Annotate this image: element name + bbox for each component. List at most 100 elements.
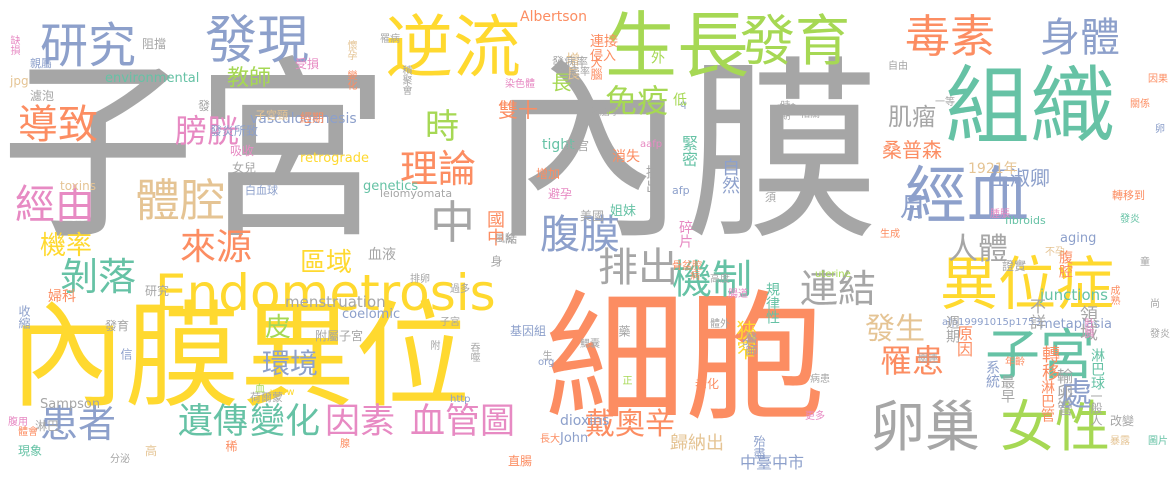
cloud-word-17-cjk: 卵巢 xyxy=(870,395,981,459)
cloud-word-182-cjk: 外 xyxy=(649,50,665,64)
cloud-word-16-cjk: 女性 xyxy=(1000,395,1111,459)
cloud-word-25-cjk: 因素 xyxy=(325,402,396,442)
cloud-word-177-cjk: 尚 xyxy=(1150,299,1160,310)
cloud-word-91-cjk: 輸卵管 xyxy=(1054,368,1073,416)
cloud-word-95-cjk: 一般人 xyxy=(1089,390,1103,426)
cloud-word-200-cjk: 腹用 xyxy=(8,417,28,428)
cloud-word-187-cjk: 身 xyxy=(489,255,503,267)
cloud-word-180-cjk: 血 xyxy=(255,384,265,395)
cloud-word-90-cjk: 淋巴球 xyxy=(1089,348,1105,390)
cloud-word-141-cjk: 因果 xyxy=(1148,74,1168,85)
cloud-word-42-cjk: 皮 xyxy=(265,313,292,343)
cloud-word-63-genetics: genetics xyxy=(363,179,419,194)
cloud-word-71-afp19991015p1753: afp19991015p1753 xyxy=(942,317,1041,328)
cloud-word-152-cjk: 大腦 xyxy=(589,56,603,80)
cloud-word-57-menstruation: menstruation xyxy=(285,293,386,311)
cloud-word-78-q: q xyxy=(680,99,687,110)
cloud-word-169-cjk: 鰓囊 xyxy=(580,339,600,350)
cloud-word-65-john: John xyxy=(560,431,589,446)
cloud-word-70-afp: afp xyxy=(672,184,690,197)
cloud-word-30-cjk: 腹膜 xyxy=(540,212,620,258)
cloud-word-106-cjk: 器官 xyxy=(565,139,590,153)
cloud-word-47-cjk: 教師 xyxy=(227,66,272,91)
cloud-word-188-cjk: 生 xyxy=(540,350,551,360)
cloud-word-1-cjk: 內膜 xyxy=(490,39,880,266)
cloud-word-160-cjk: 濾泡 xyxy=(30,89,55,103)
cloud-word-181-cjk: 長 xyxy=(548,72,572,92)
cloud-word-164-cjk: 骨盆腔 xyxy=(672,261,702,272)
cloud-word-179-cjk: 須 xyxy=(765,191,776,204)
cloud-word-28-cjk: 機制 xyxy=(672,257,752,303)
cloud-word-199-cjk: 體會 xyxy=(18,427,38,438)
cloud-word-56-retrograde: retrograde xyxy=(300,151,369,166)
cloud-word-189-cjk: 正 xyxy=(620,375,631,385)
cloud-word-99-cjk: 證實 xyxy=(1002,259,1027,273)
cloud-word-27-cjk: 排出 xyxy=(598,245,678,291)
cloud-word-184-cjk: 藥 xyxy=(617,325,631,337)
cloud-word-155-cjk: 懷孕 xyxy=(345,40,356,60)
cloud-word-3-cjk: 細胞 xyxy=(545,278,826,441)
cloud-word-102-cjk: 提出 xyxy=(644,165,660,193)
cloud-word-94-cjk: 最早 xyxy=(999,375,1015,403)
cloud-word-72-uterine: uterine xyxy=(815,269,851,280)
cloud-word-34-cjk: 免疫 xyxy=(605,82,670,120)
cloud-word-43-cjk: 區域 xyxy=(300,248,353,278)
cloud-word-127-cjk: 分泌 xyxy=(110,454,130,465)
cloud-word-55-vasculogenesis: vasculogenesis xyxy=(250,111,357,127)
cloud-word-144-cjk: 自體 xyxy=(776,104,796,115)
cloud-word-113-cjk: 吸收 xyxy=(230,144,255,158)
cloud-word-105-cjk: 美國 xyxy=(580,209,605,223)
cloud-word-196-cjk: 體外 xyxy=(710,319,730,330)
cloud-word-148-cjk: 侵入 xyxy=(590,49,617,64)
cloud-word-154-cjk: 罹病 xyxy=(380,34,400,45)
cloud-word-86-cjk: 原因 xyxy=(954,325,973,357)
cloud-word-126-cjk: 高 xyxy=(145,444,158,458)
cloud-word-21-cjk: 剝落 xyxy=(60,255,137,299)
cloud-word-107-cjk: 增加 xyxy=(536,167,561,181)
cloud-word-129-cjk: 殆盡 xyxy=(752,435,766,459)
cloud-word-66-leiomyomata: leiomyomata xyxy=(380,187,453,200)
cloud-word-145-cjk: 時期 xyxy=(778,100,789,120)
cloud-word-167-cjk: 排卵 xyxy=(410,274,430,285)
cloud-word-80-cjk: 中臺中市 xyxy=(740,453,805,472)
cloud-word-103-cjk: 消失 xyxy=(612,149,640,165)
cloud-word-81-cjk: 歸納出 xyxy=(670,433,724,454)
cloud-word-174-cjk: 腫脹 xyxy=(990,209,1010,220)
cloud-word-93-cjk: 系統 xyxy=(984,360,1000,388)
cloud-word-96-cjk: 週期 xyxy=(944,315,960,343)
cloud-word-44-cjk: 發生 xyxy=(865,312,925,347)
cloud-word-153-cjk: 染色體 xyxy=(505,79,535,90)
cloud-word-6-cjk: 逆流 xyxy=(385,9,522,88)
cloud-word-79-p: p xyxy=(742,337,749,348)
cloud-word-118-cjk: 醫師 xyxy=(744,332,758,356)
cloud-word-130-cjk: 老化 xyxy=(695,377,720,391)
cloud-word-58-sampson: Sampson xyxy=(40,397,101,412)
cloud-word-159-cjk: 親屬 xyxy=(30,57,52,70)
cloud-word-158-cjk: 受損 xyxy=(295,57,320,71)
cloud-word-38-cjk: 處 xyxy=(1060,375,1093,413)
cloud-word-40-cjk: 機率 xyxy=(40,231,93,261)
cloud-word-108-cjk: 避孕 xyxy=(548,187,573,201)
cloud-word-32-cjk: 膀胱 xyxy=(175,112,240,150)
cloud-word-46-cjk: 月 xyxy=(900,193,927,223)
cloud-word-36-cjk: 中 xyxy=(430,196,476,249)
cloud-word-139-cjk: 發炎 xyxy=(1120,214,1140,225)
cloud-word-175-cjk: 童 xyxy=(1140,257,1150,268)
cloud-word-98-cjk: 血液 xyxy=(368,247,396,263)
cloud-word-157-cjk: 阻擋 xyxy=(142,37,167,51)
cloud-word-64-coelomic: coelomic xyxy=(342,307,401,322)
cloud-word-135-cjk: 肚臍 xyxy=(1082,318,1093,338)
cloud-word-18-cjk: 體腔 xyxy=(135,174,226,227)
cloud-word-137-cjk: 年齡 xyxy=(1005,357,1025,368)
cloud-word-29-cjk: 連結 xyxy=(800,267,877,311)
cloud-word-88-cjk: 領域 xyxy=(1077,305,1098,341)
cloud-word-49-cjk: 雙十 xyxy=(498,98,538,122)
cloud-word-197-cjk: 生成 xyxy=(880,229,900,240)
cloud-word-168-cjk: 子宮 xyxy=(440,317,460,328)
cloud-word-122-cjk: 發育 xyxy=(105,319,130,333)
cloud-word-101-cjk: 碎片 xyxy=(677,220,693,248)
cloud-word-20-cjk: 經由 xyxy=(15,182,95,228)
cloud-word-140-cjk: 關係 xyxy=(1130,99,1150,110)
cloud-word-110-cjk: 子宮頸 xyxy=(255,109,288,122)
